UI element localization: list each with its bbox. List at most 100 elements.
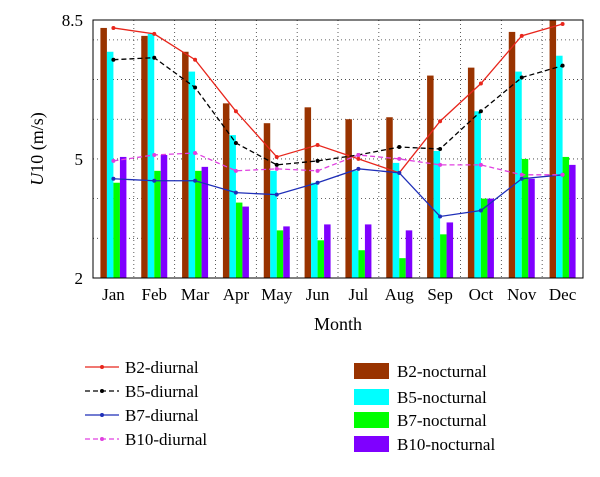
legend-swatch-b5-nocturnal xyxy=(354,389,389,405)
x-tick-label-nov: Nov xyxy=(507,285,537,304)
bar-b10-nocturnal-may xyxy=(283,226,290,278)
bar-b10-nocturnal-feb xyxy=(160,154,168,278)
legend-swatch-b7-nocturnal xyxy=(354,412,389,428)
point-b5-diurnal-nov xyxy=(519,75,524,80)
bar-b7-nocturnal-jun xyxy=(317,240,325,278)
lines-layer xyxy=(111,21,565,219)
x-tick-labels: Jan Feb Mar Apr May Jun Jul Aug Sep Oct Nov Dec xyxy=(102,285,577,304)
point-b2-diurnal-mar xyxy=(193,57,198,62)
bar-b5-nocturnal-feb xyxy=(147,33,155,279)
bars-layer xyxy=(100,20,576,279)
bar-b5-nocturnal-sep xyxy=(433,150,441,278)
bar-b10-nocturnal-sep xyxy=(446,222,454,278)
point-b7-diurnal-apr xyxy=(233,190,238,195)
point-b2-diurnal-oct xyxy=(478,81,483,86)
bar-b7-nocturnal-apr xyxy=(235,202,243,278)
point-b5-diurnal-apr xyxy=(233,141,238,146)
legend-marker-b10-diurnal xyxy=(100,437,104,441)
point-b7-diurnal-oct xyxy=(478,208,483,213)
point-b2-diurnal-sep xyxy=(438,119,443,124)
line-b5-diurnal xyxy=(113,57,563,166)
x-tick-label-dec: Dec xyxy=(549,285,577,304)
x-tick-label-jan: Jan xyxy=(102,285,125,304)
x-tick-label-mar: Mar xyxy=(181,285,210,304)
legend: B2-diurnal B5-diurnal B7-diurnal B10-diurna… xyxy=(85,358,495,454)
bar-b5-nocturnal-jun xyxy=(311,182,318,278)
y-axis-label-unit: 10 (m/s) xyxy=(27,112,48,173)
bar-b5-nocturnal-jul xyxy=(351,170,359,278)
bar-b2-nocturnal-mar xyxy=(182,51,189,278)
bar-b5-nocturnal-dec xyxy=(556,55,563,278)
bar-b2-nocturnal-feb xyxy=(141,35,148,278)
point-b10-diurnal-oct xyxy=(478,162,483,167)
point-b10-diurnal-sep xyxy=(438,162,443,167)
y-tick-label: 5 xyxy=(75,150,84,169)
bar-b2-nocturnal-may xyxy=(263,123,271,278)
legend-swatch-b2-nocturnal xyxy=(354,363,389,379)
grid-lines xyxy=(93,20,583,278)
legend-label-b5-nocturnal: B5-nocturnal xyxy=(397,388,487,407)
bar-b10-nocturnal-oct xyxy=(487,198,494,278)
point-b10-diurnal-jun xyxy=(315,168,320,173)
bar-b2-nocturnal-oct xyxy=(467,67,475,278)
bar-b10-nocturnal-aug xyxy=(405,230,413,278)
line-b2-diurnal xyxy=(113,23,563,174)
plot-frame xyxy=(92,19,584,279)
y-tick-label: 8.5 xyxy=(62,11,83,30)
bar-b10-nocturnal-jul xyxy=(364,224,372,278)
x-tick-label-sep: Sep xyxy=(427,285,453,304)
point-b2-diurnal-jun xyxy=(315,143,320,148)
point-b10-diurnal-may xyxy=(274,166,279,171)
point-b5-diurnal-sep xyxy=(438,147,443,151)
point-b2-diurnal-jul xyxy=(356,156,361,161)
point-b5-diurnal-jan xyxy=(111,57,116,62)
legend-label-b2-diurnal: B2-diurnal xyxy=(125,358,199,377)
point-b7-diurnal-aug xyxy=(397,170,402,175)
bar-b2-nocturnal-apr xyxy=(222,103,230,278)
point-b2-diurnal-may xyxy=(274,154,279,159)
x-tick-label-jul: Jul xyxy=(348,285,368,304)
bar-b5-nocturnal-aug xyxy=(392,162,400,278)
point-b2-diurnal-dec xyxy=(560,21,565,26)
point-b5-diurnal-aug xyxy=(397,145,402,150)
point-b10-diurnal-aug xyxy=(397,156,402,161)
point-b5-diurnal-may xyxy=(274,162,279,167)
point-b5-diurnal-mar xyxy=(193,85,198,90)
bar-b5-nocturnal-oct xyxy=(474,111,481,279)
point-b7-diurnal-mar xyxy=(193,178,198,183)
bar-b7-nocturnal-may xyxy=(276,230,284,278)
bar-b2-nocturnal-nov xyxy=(508,31,516,279)
point-b2-diurnal-jan xyxy=(111,25,116,30)
point-b2-diurnal-nov xyxy=(519,33,524,38)
bar-b5-nocturnal-nov xyxy=(515,71,522,278)
bar-b10-nocturnal-nov xyxy=(528,178,535,278)
legend-label-b10-diurnal: B10-diurnal xyxy=(125,430,207,449)
x-tick-label-feb: Feb xyxy=(142,285,168,304)
bar-b7-nocturnal-sep xyxy=(440,234,447,278)
point-b7-diurnal-feb xyxy=(152,178,157,183)
bar-b5-nocturnal-may xyxy=(270,170,277,278)
bar-b7-nocturnal-dec xyxy=(562,156,570,278)
y-tick-labels: 258.5 xyxy=(62,11,83,288)
y-axis-label: U10 (m/s) xyxy=(27,112,48,186)
x-tick-label-aug: Aug xyxy=(385,285,415,304)
point-b7-diurnal-sep xyxy=(438,214,443,219)
point-b5-diurnal-feb xyxy=(152,55,157,60)
bar-b7-nocturnal-nov xyxy=(521,158,529,278)
point-b2-diurnal-feb xyxy=(152,31,157,36)
point-b10-diurnal-mar xyxy=(193,150,198,155)
bar-b7-nocturnal-jan xyxy=(113,182,120,278)
legend-label-b7-nocturnal: B7-nocturnal xyxy=(397,411,487,430)
legend-marker-b5-diurnal xyxy=(100,389,104,393)
y-axis-label-symbol: U xyxy=(27,172,47,186)
legend-label-b5-diurnal: B5-diurnal xyxy=(125,382,199,401)
bar-b5-nocturnal-jan xyxy=(106,51,114,278)
legend-marker-b7-diurnal xyxy=(100,413,104,417)
bar-b2-nocturnal-jul xyxy=(345,119,352,278)
point-b7-diurnal-may xyxy=(274,192,279,197)
x-tick-label-jun: Jun xyxy=(306,285,330,304)
point-b7-diurnal-jan xyxy=(111,176,116,181)
point-b5-diurnal-jun xyxy=(315,158,320,163)
x-tick-label-apr: Apr xyxy=(223,285,250,304)
